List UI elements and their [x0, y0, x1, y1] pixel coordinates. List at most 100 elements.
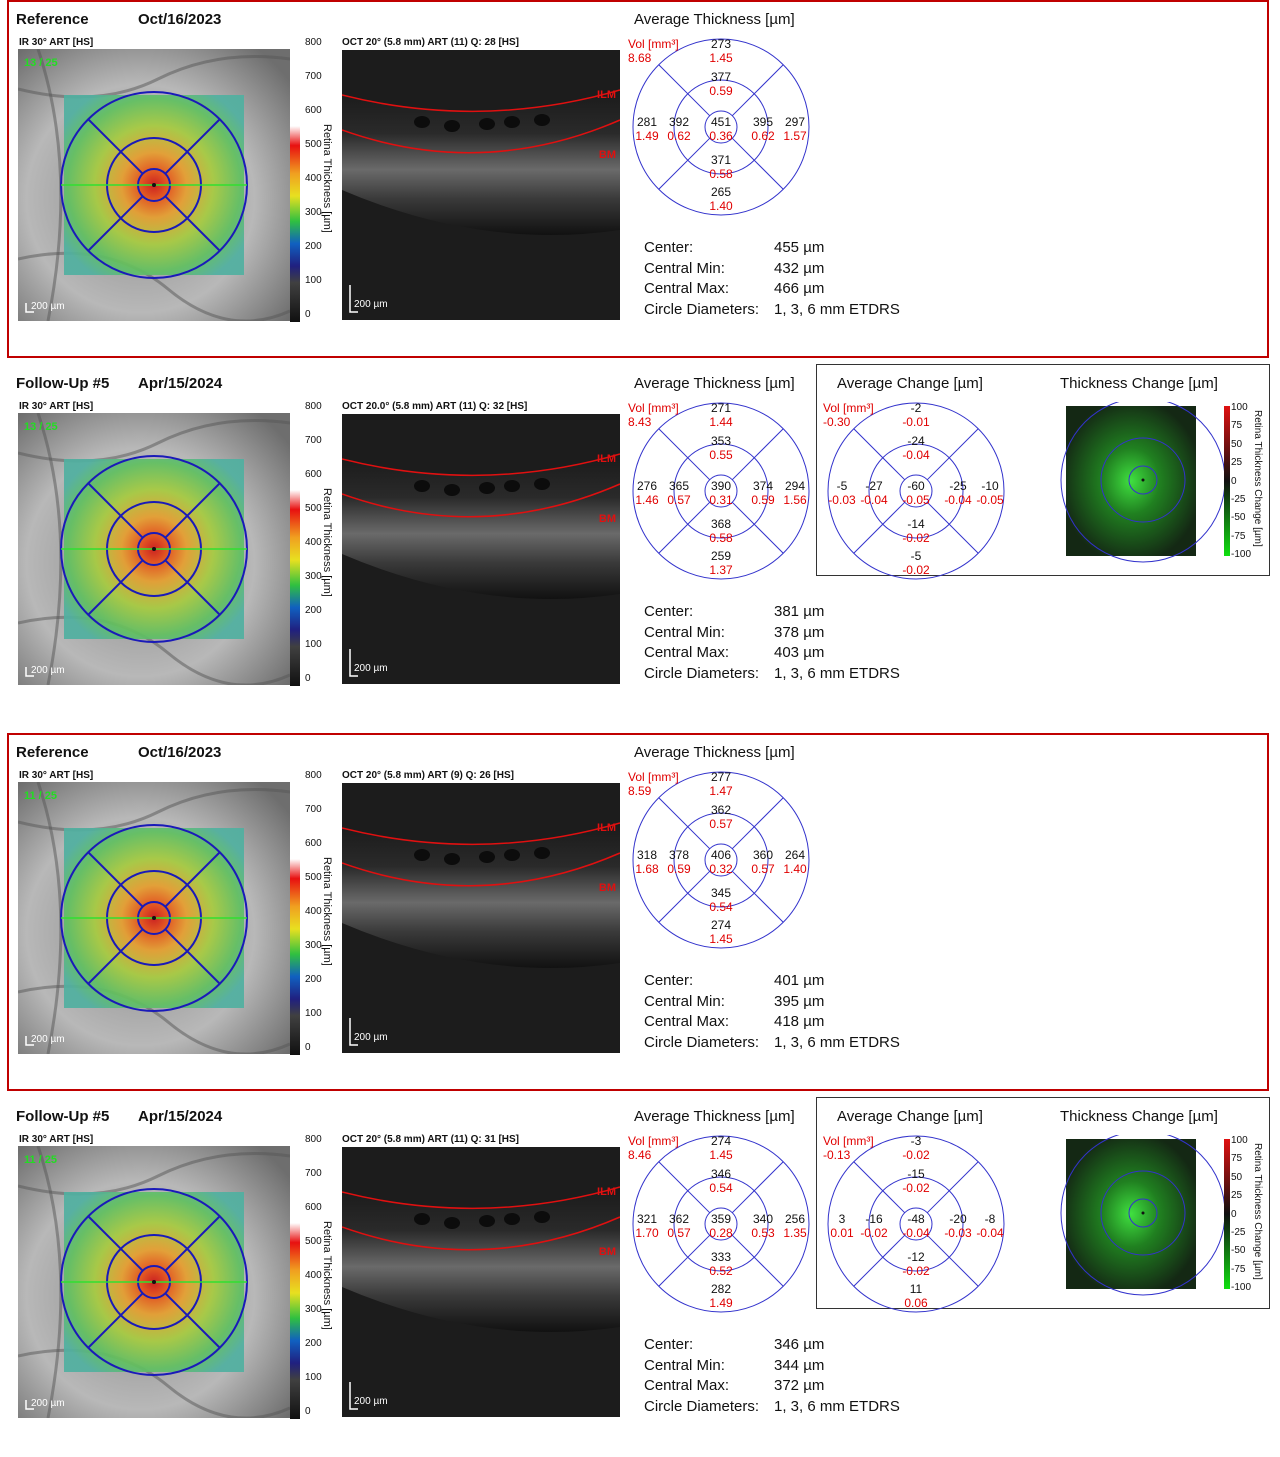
oct-panel[interactable]: ILM BM 200 µm	[341, 414, 621, 684]
change-colorbar-tick: 100	[1231, 1135, 1248, 1146]
fluid-cyst	[444, 484, 460, 496]
change-colorbar-tick: -100	[1231, 549, 1252, 561]
etdrs-divider	[658, 1234, 711, 1287]
vol-value: 8.43	[628, 415, 652, 429]
colorbar-axis-label: Retina Thickness [µm]	[321, 124, 333, 233]
stats-value: 1, 3, 6 mm ETDRS	[774, 1397, 900, 1415]
scan-counter: 13 / 25	[24, 57, 58, 69]
etdrs-ring	[868, 1176, 964, 1272]
oct-panel[interactable]: ILM BM 200 µm	[341, 50, 621, 320]
sector-inner-bottom-volume: 0.52	[709, 1264, 733, 1278]
stats-key: Center:	[644, 603, 694, 620]
grid-divider	[87, 118, 144, 175]
stats-value: 1, 3, 6 mm ETDRS	[774, 300, 900, 318]
sector-outer-top-value: 273	[711, 37, 731, 51]
colorbar-tick: 200	[305, 605, 322, 616]
report-section-3: Reference Oct/16/2023 IR 30° ART [HS] OCT 2…	[0, 733, 1280, 1093]
sector-inner-bottom-value: 371	[711, 153, 731, 167]
stats-key: Center:	[644, 1336, 694, 1353]
fundus-panel[interactable]: 11 / 25 200 µm	[17, 1145, 291, 1420]
fluid-cyst	[534, 114, 550, 126]
ilm-line	[341, 1186, 621, 1210]
sector-outer-bottom-volume: 1.49	[709, 1296, 733, 1310]
change-ring	[1100, 437, 1186, 523]
stats-key: Central Max:	[644, 280, 730, 297]
fluid-cyst	[414, 480, 430, 492]
etdrs-divider	[731, 137, 784, 190]
fluid-cyst	[534, 1211, 550, 1223]
sector-inner-left-value: -16	[865, 1212, 883, 1226]
stats-key: Central Max:	[644, 1013, 730, 1030]
average-thickness-title: Average Thickness [µm]	[634, 11, 795, 28]
exam-date: Oct/16/2023	[138, 11, 222, 28]
fundus-image: 13 / 25 200 µm	[17, 48, 291, 323]
fundus-panel[interactable]: 11 / 25 200 µm	[17, 781, 291, 1056]
change-grid-svg: Vol [mm³]-0.13-48-0.04-15-0.02-12-0.02-1…	[823, 1134, 1005, 1313]
stats-value: 395 µm	[774, 992, 825, 1010]
colorbar-tick: 200	[305, 1338, 322, 1349]
change-colorbar-tick: 25	[1231, 1190, 1243, 1202]
fundus-panel[interactable]: 13 / 25 200 µm	[17, 412, 291, 687]
change-ring	[1128, 465, 1158, 495]
sector-outer-top-value: 271	[711, 401, 731, 415]
colorbar-tick: 400	[305, 1270, 322, 1281]
colorbar-tick: 600	[305, 105, 322, 116]
etdrs-divider	[926, 1161, 979, 1214]
stats-key: Central Max:	[644, 1377, 730, 1394]
fundus-panel[interactable]: 13 / 25 200 µm	[17, 48, 291, 323]
grid-divider	[87, 1215, 144, 1272]
sector-outer-bottom-value: -5	[911, 549, 922, 563]
change-map-image	[1060, 1130, 1230, 1296]
vol-value: 8.46	[628, 1148, 652, 1162]
bm-label: BM	[599, 1246, 616, 1258]
average-thickness-title: Average Thickness [µm]	[634, 375, 795, 392]
oct-panel[interactable]: ILM BM 200 µm	[341, 1147, 621, 1417]
sector-outer-left-volume: 0.01	[830, 1226, 854, 1240]
etdrs-ring	[827, 1135, 1005, 1313]
bm-line	[341, 1216, 621, 1251]
thickness-change-map: 100 75 50 25 0 -25 -50 -75 -100 Retina Thickness …	[1060, 1130, 1265, 1305]
sector-inner-top-value: 377	[711, 70, 731, 84]
exam-date: Oct/16/2023	[138, 744, 222, 761]
vol-label: Vol [mm³]	[823, 401, 874, 415]
sector-inner-right-value: 395	[753, 115, 773, 129]
etdrs-ring	[673, 443, 769, 539]
retinal-vessel	[17, 55, 291, 99]
etdrs-divider	[731, 64, 784, 117]
change-colorbar-tick: 100	[1231, 402, 1248, 413]
fovea-marker	[152, 183, 156, 187]
sector-inner-bottom-value: -12	[907, 1250, 925, 1264]
sector-inner-left-volume: 0.59	[667, 862, 691, 876]
ilm-label: ILM	[597, 453, 616, 465]
fovea-marker	[1141, 1211, 1145, 1215]
sector-center-value: 390	[711, 479, 731, 493]
sector-outer-bottom-value: 11	[910, 1282, 923, 1296]
reference-frame	[7, 733, 1269, 1091]
sector-inner-top-volume: 0.57	[709, 817, 733, 831]
sector-outer-left-volume: -0.03	[828, 493, 856, 507]
stats-value: 1, 3, 6 mm ETDRS	[774, 1033, 900, 1051]
grid-divider	[164, 1215, 221, 1272]
oct-panel[interactable]: ILM BM 200 µm	[341, 783, 621, 1053]
sector-inner-left-volume: 0.62	[667, 129, 691, 143]
exam-date: Apr/15/2024	[138, 1108, 223, 1125]
grid-divider	[164, 195, 221, 252]
sector-outer-bottom-value: 259	[711, 549, 731, 563]
oct-image-title: OCT 20° (5.8 mm) ART (9) Q: 26 [HS]	[342, 770, 514, 781]
ir-image-title: IR 30° ART [HS]	[19, 770, 94, 781]
grid-divider	[164, 118, 221, 175]
thickness-colorbar	[288, 40, 338, 324]
ilm-label: ILM	[597, 822, 616, 834]
change-ring	[1128, 1198, 1158, 1228]
sector-outer-right-volume: 1.56	[783, 493, 807, 507]
scale-bar	[349, 1018, 358, 1046]
change-colorbar-tick: -25	[1231, 1227, 1246, 1238]
etdrs-divider	[731, 870, 784, 923]
colorbar-gradient	[290, 1139, 300, 1419]
thickness-colorbar	[288, 404, 338, 688]
bm-label: BM	[599, 513, 616, 525]
sector-inner-left-value: 365	[669, 479, 689, 493]
stats-value: 346 µm	[774, 1336, 825, 1353]
scale-label: 200 µm	[31, 1034, 65, 1045]
change-colorbar-tick: 50	[1231, 438, 1243, 450]
